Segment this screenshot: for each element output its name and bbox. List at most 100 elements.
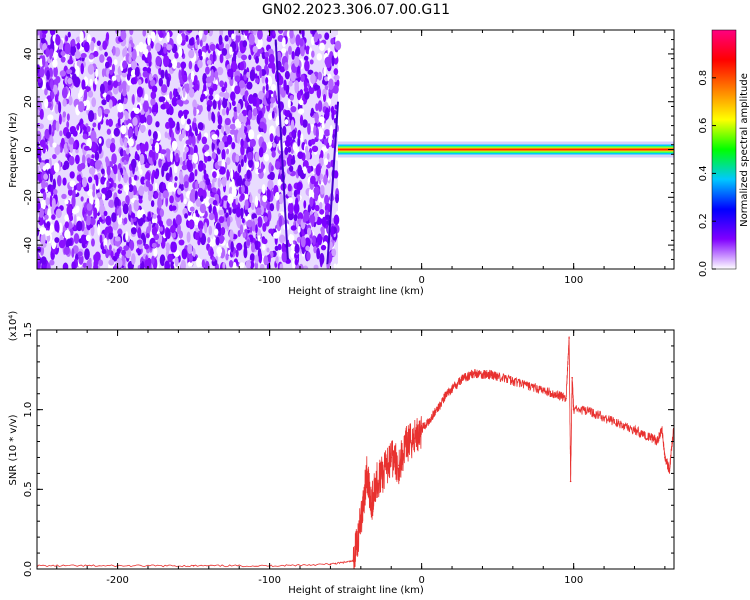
colorbar: 0.0 0.2 0.4 0.6 0.8 Normalized spectral ampl…	[698, 29, 750, 277]
noise-cell	[66, 68, 73, 75]
noise-cell	[192, 99, 197, 110]
noise-cell	[44, 159, 51, 165]
noise-cell	[173, 182, 178, 188]
noise-cell	[163, 55, 170, 68]
noise-cell	[251, 220, 256, 232]
noise-cell	[214, 70, 219, 80]
noise-cell	[236, 178, 243, 186]
noise-cell	[249, 138, 256, 147]
noise-cell	[111, 75, 117, 82]
noise-cell	[70, 44, 77, 57]
noise-cell	[195, 198, 202, 207]
noise-cell	[272, 30, 276, 36]
noise-cell	[246, 219, 253, 228]
noise-cell	[184, 181, 189, 189]
noise-cell	[287, 99, 291, 109]
noise-cell	[302, 166, 307, 174]
noise-cell	[310, 107, 315, 117]
noise-cell	[324, 84, 329, 91]
noise-cell	[55, 34, 61, 46]
noise-cell	[284, 62, 289, 71]
noise-cell	[194, 126, 198, 137]
noise-cell	[192, 152, 199, 164]
noise-cell	[217, 251, 222, 258]
noise-cell	[40, 242, 47, 248]
noise-cell	[37, 109, 40, 116]
noise-cell	[74, 154, 80, 165]
noise-cell	[151, 172, 155, 185]
noise-cell	[289, 70, 297, 82]
noise-cell	[178, 239, 185, 246]
noise-cell	[252, 96, 257, 107]
noise-cell	[64, 229, 71, 239]
noise-cell	[203, 30, 209, 36]
noise-cell	[146, 67, 152, 74]
noise-cell	[204, 196, 211, 207]
noise-cell	[284, 119, 289, 125]
noise-cell	[104, 61, 110, 69]
snr-point	[648, 435, 651, 438]
noise-cell	[175, 214, 182, 226]
noise-cell	[325, 56, 332, 69]
noise-cell	[231, 186, 237, 198]
noise-cell	[243, 154, 247, 163]
noise-cell	[130, 69, 137, 78]
noise-cell	[241, 185, 245, 194]
noise-cell	[62, 262, 69, 269]
noise-cell	[259, 68, 263, 79]
noise-cell	[278, 249, 283, 258]
figure-title: GN02.2023.306.07.00.G11	[262, 2, 450, 18]
noise-cell	[66, 121, 70, 129]
noise-cell	[52, 34, 57, 42]
noise-cell	[211, 134, 218, 140]
noise-cell	[226, 134, 233, 145]
noise-cell	[222, 262, 226, 269]
noise-cell	[311, 50, 315, 58]
noise-cell	[331, 248, 337, 257]
snr-point	[443, 396, 446, 398]
noise-cell	[114, 196, 120, 209]
noise-cell	[138, 198, 143, 204]
noise-cell	[219, 80, 225, 88]
noise-cell	[226, 216, 231, 228]
noise-cell	[95, 175, 99, 187]
noise-cell	[297, 212, 304, 221]
noise-cell	[106, 180, 110, 188]
noise-cell	[138, 160, 141, 172]
noise-cell	[96, 40, 101, 46]
noise-cell	[77, 251, 83, 257]
noise-cell	[214, 94, 220, 102]
noise-cell	[297, 151, 304, 159]
noise-cell	[52, 142, 57, 148]
noise-cell	[98, 137, 102, 144]
noise-cell	[76, 174, 82, 182]
noise-cell	[165, 195, 169, 207]
noise-cell	[76, 124, 80, 131]
noise-cell	[116, 75, 121, 83]
noise-cell	[80, 234, 86, 244]
noise-cell	[169, 91, 173, 100]
noise-cell	[91, 238, 95, 247]
noise-cell	[159, 208, 165, 218]
noise-cell	[79, 31, 84, 43]
noise-cell	[284, 139, 291, 148]
noise-cell	[268, 162, 273, 174]
noise-cell	[320, 184, 325, 195]
noise-cell	[170, 150, 173, 163]
noise-cell	[123, 184, 130, 193]
noise-cell	[188, 38, 194, 46]
noise-cell	[83, 41, 90, 53]
noise-cell	[270, 96, 276, 104]
noise-cell	[44, 162, 51, 170]
noise-cell	[240, 144, 245, 156]
noise-cell	[302, 265, 309, 269]
noise-cell	[80, 63, 84, 75]
noise-cell	[112, 45, 116, 56]
noise-cell	[194, 232, 200, 241]
noise-cell	[108, 199, 115, 208]
noise-cell	[158, 191, 162, 198]
noise-cell	[125, 147, 130, 155]
noise-cell	[103, 108, 110, 115]
noise-cell	[187, 243, 193, 254]
noise-cell	[301, 30, 305, 39]
